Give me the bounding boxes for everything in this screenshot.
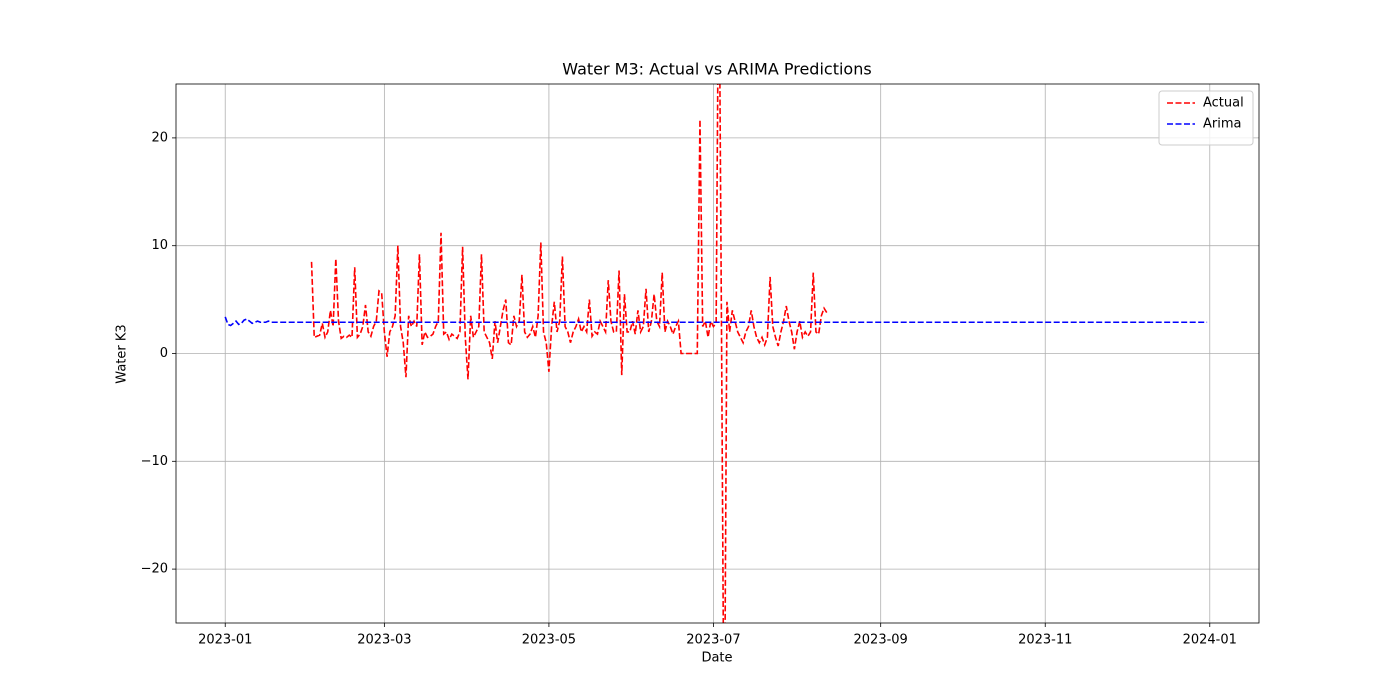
- y-axis-label: Water K3: [115, 324, 130, 383]
- x-tick-label: 2023-03: [357, 633, 411, 648]
- data-line: [224, 316, 1208, 327]
- legend-label: Arima: [1203, 117, 1241, 132]
- x-axis-label: Date: [701, 651, 732, 666]
- y-tick-label: 20: [151, 130, 168, 145]
- x-tick-label: 2024-01: [1183, 633, 1237, 648]
- x-tick-label: 2023-09: [854, 633, 908, 648]
- y-tick-label: 0: [160, 346, 168, 361]
- x-tick-label: 2023-01: [198, 633, 252, 648]
- y-tick-label: −20: [141, 562, 168, 577]
- x-tick-label: 2023-07: [686, 633, 740, 648]
- legend-box: [1158, 90, 1254, 146]
- y-tick-label: 10: [151, 238, 168, 253]
- chart-title: Water M3: Actual vs ARIMA Predictions: [562, 60, 871, 79]
- y-tick-label: −10: [141, 454, 168, 469]
- x-tick-label: 2023-05: [522, 633, 576, 648]
- x-tick-label: 2023-11: [1018, 633, 1072, 648]
- plot-frame: [175, 83, 1260, 624]
- legend-label: Actual: [1203, 96, 1244, 111]
- data-line: [310, 84, 828, 623]
